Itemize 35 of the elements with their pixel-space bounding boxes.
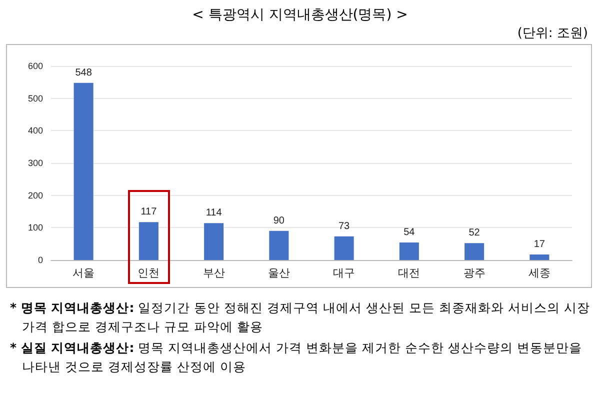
data-label: 114	[206, 208, 222, 219]
bar	[269, 230, 289, 260]
y-tick-label: 100	[28, 222, 43, 233]
data-label: 52	[468, 228, 480, 239]
data-label: 17	[534, 239, 546, 250]
x-tick-label: 광주	[463, 268, 486, 280]
x-tick-label: 서울	[72, 268, 95, 280]
y-tick-label: 0	[38, 255, 43, 265]
data-label: 117	[140, 206, 158, 218]
x-tick-label: 세종	[528, 268, 550, 280]
x-tick-label: 부산	[202, 268, 225, 280]
y-tick-label: 300	[28, 158, 43, 168]
bar	[530, 254, 550, 260]
y-tick-label: 200	[28, 190, 43, 200]
chart-title: < 특광역시 지역내총생산(명목) >	[191, 6, 409, 24]
chart-subtitle: (단위: 조원)	[517, 25, 588, 42]
bar	[399, 242, 419, 260]
bar	[334, 236, 354, 260]
x-tick-label: 인천	[138, 268, 160, 280]
y-tick-label: 500	[28, 93, 43, 104]
x-tick-label: 대전	[398, 268, 420, 280]
text: * 실질 지역내총생산: 명목 지역내총생산에서 가격 변화분을 제거한 순수한 생산수량의 변동분만을 나타낸 것으로 경제성장률 산정에 이용	[10, 339, 584, 376]
data-label: 54	[404, 227, 416, 238]
data-label: 548	[75, 67, 92, 78]
bar	[204, 223, 224, 260]
x-tick-label: 울산	[268, 268, 290, 280]
y-tick-label: 600	[28, 61, 43, 71]
y-tick-label: 400	[28, 126, 43, 136]
text: * 명목 지역내총생산: 일정기간 동안 정해진 경제구역 내에서 생산된 모든 최종재화와 서비스의 시장가격 합으로 경제구조나 규모 파악에 활용	[10, 299, 591, 336]
data-label: 73	[338, 220, 350, 232]
x-tick-label: 대구	[333, 268, 356, 280]
bar	[138, 222, 158, 260]
bar	[74, 82, 94, 260]
bar	[464, 243, 484, 260]
data-label: 90	[273, 215, 285, 226]
